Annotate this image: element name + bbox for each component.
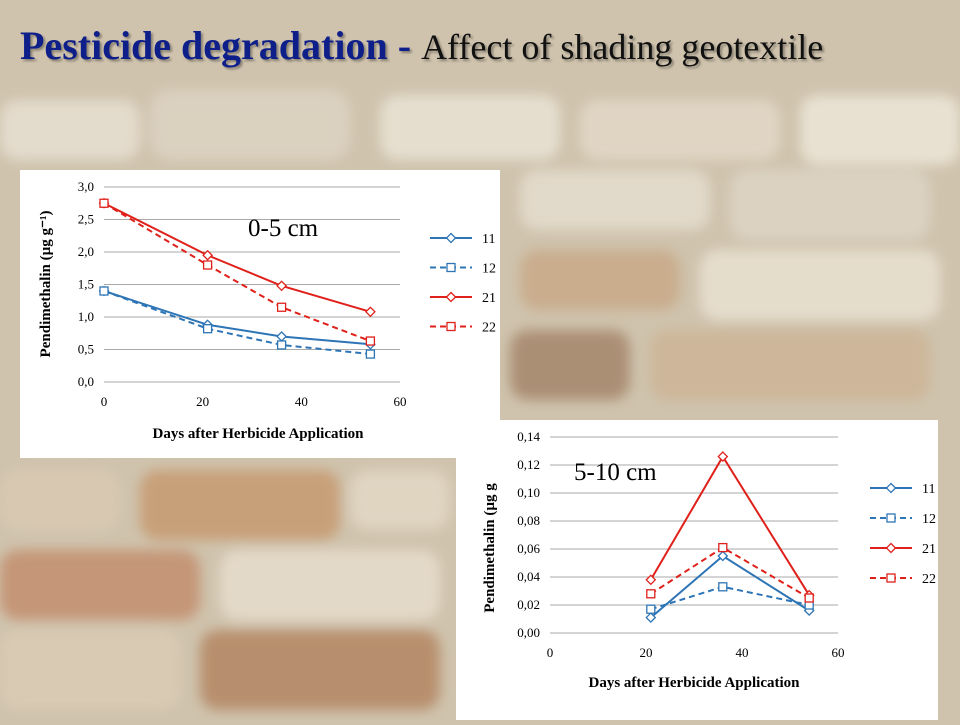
y-tick-label: 1,5 [78,277,94,292]
depth-label: 5-10 cm [574,459,657,486]
series-line-11 [650,554,810,619]
legend-label-11: 11 [482,232,495,247]
data-point-series-12 [718,582,728,592]
x-axis-title: Days after Herbicide Application [589,675,801,691]
data-point-series-21 [717,451,729,463]
data-point-series-12 [646,604,656,614]
legend-marker-12 [446,262,456,273]
data-point-series-12 [99,286,109,296]
legend-label-12: 12 [922,512,936,527]
series-line-12 [103,290,371,356]
data-point-series-22 [646,589,656,599]
chart-panel-5-10cm: 0,00 0,02 0,04 0,06 0,08 0,10 0,12 0,14 0 20 40 60 D… [456,420,938,720]
data-point-series-11 [717,550,729,562]
legend-label-12: 12 [482,262,496,277]
series-line-11 [103,290,371,346]
y-axis-title: Pendimethalin (µg g⁻¹) [38,211,54,358]
chart-panel-0-5cm: 0,0 0,5 1,0 1,5 2,0 2,5 3,0 0 20 40 60 Days after H… [20,170,500,458]
x-tick-label: 0 [547,645,554,660]
y-tick-label: 1,0 [78,309,94,324]
data-point-series-12 [365,349,376,359]
y-axis-title: Pendimethalin (µg g [482,483,498,613]
legend-label-21: 21 [482,291,496,306]
y-tick-label: 0,02 [517,597,540,612]
x-tick-label: 60 [832,645,845,660]
legend-label-21: 21 [922,542,936,557]
data-point-series-22 [804,593,814,603]
y-tick-label: 0,08 [517,513,540,528]
x-axis-title: Days after Herbicide Application [153,426,365,442]
data-point-series-21 [364,306,376,318]
data-point-series-12 [202,324,213,334]
series-line-22 [103,202,371,342]
chart-0-5cm: 0,0 0,5 1,0 1,5 2,0 2,5 3,0 0 20 40 60 Days after H… [38,179,496,442]
legend-marker-21 [445,291,457,303]
y-tick-label: 0,04 [517,569,540,584]
y-tick-label: 0,06 [517,541,540,556]
data-point-series-21 [202,249,214,261]
x-tick-label: 60 [394,394,407,409]
legend-marker-22 [446,321,456,332]
legend-label-22: 22 [922,572,936,587]
y-tick-label: 2,5 [78,212,94,227]
y-tick-label: 0,00 [517,625,540,640]
title-main: Pesticide degradation - [20,23,422,68]
legend-label-11: 11 [922,482,935,497]
x-tick-label: 0 [101,394,108,409]
data-point-series-21 [276,280,288,292]
y-tick-label: 2,0 [78,244,94,259]
y-tick-label: 0,12 [517,457,540,472]
y-tick-label: 0,10 [517,485,540,500]
data-point-series-11 [276,331,288,342]
legend-marker-22 [886,573,896,583]
x-tick-label: 20 [196,394,209,409]
data-point-series-22 [365,336,376,346]
x-tick-label: 40 [295,394,308,409]
legend-marker-12 [886,513,896,523]
slide-title: Pesticide degradation - Affect of shadin… [20,22,823,71]
data-point-series-22 [718,542,728,553]
data-point-series-11 [645,612,657,624]
y-tick-label: 0,14 [517,429,540,444]
x-tick-label: 40 [736,645,749,660]
legend-marker-11 [885,482,897,494]
series-line-21 [103,202,371,313]
series-line-22 [650,546,810,599]
data-point-series-21 [645,574,657,586]
legend-marker-21 [885,542,897,554]
data-point-series-22 [99,198,109,208]
data-point-series-22 [202,260,213,270]
series-line-21 [649,454,811,596]
data-point-series-22 [276,302,287,312]
y-tick-label: 0,0 [78,374,94,389]
data-point-series-12 [276,340,287,350]
legend-label-22: 22 [482,321,496,336]
chart-5-10cm: 0,00 0,02 0,04 0,06 0,08 0,10 0,12 0,14 0 20 40 60 D… [482,429,936,691]
x-tick-label: 20 [640,645,653,660]
y-tick-label: 3,0 [78,179,94,194]
depth-label: 0-5 cm [248,215,319,242]
title-subtitle: Affect of shading geotextile [421,27,824,67]
legend-marker-11 [445,232,457,244]
y-tick-label: 0,5 [78,342,94,357]
